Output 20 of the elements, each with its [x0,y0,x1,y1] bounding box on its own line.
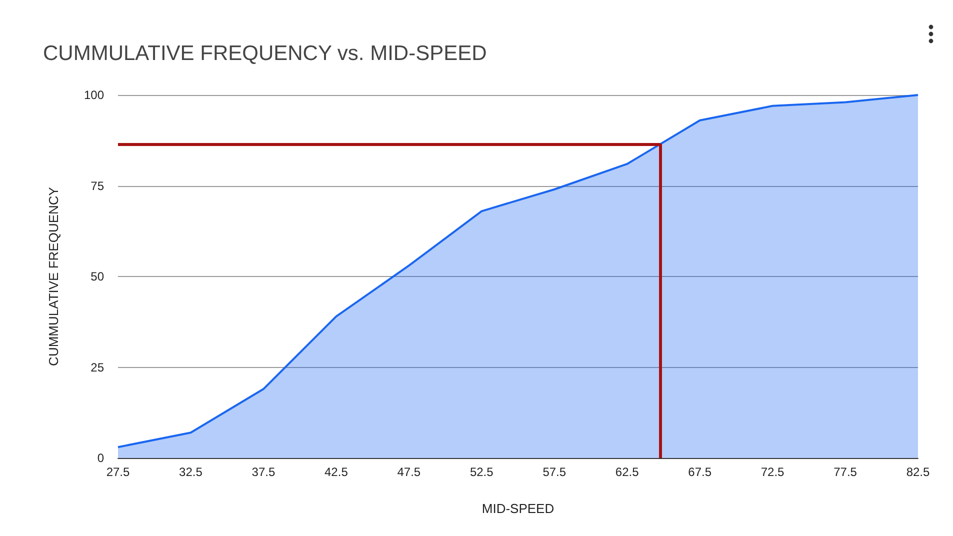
chart-title: CUMMULATIVE FREQUENCY vs. MID-SPEED [43,42,487,65]
x-tick-label: 82.5 [906,465,930,479]
x-tick-label: 62.5 [615,465,640,479]
x-tick-label: 67.5 [688,465,712,479]
x-axis-title: MID-SPEED [482,501,554,516]
y-tick-label: 25 [90,360,104,374]
y-tick-label: 50 [90,270,104,284]
x-tick-label: 27.5 [106,465,130,479]
x-tick-label: 57.5 [542,465,566,479]
x-tick-label: 42.5 [324,465,348,479]
x-tick-label: 72.5 [760,465,785,479]
x-tick-label: 77.5 [834,465,858,479]
y-tick-label: 100 [84,88,104,102]
x-tick-label: 47.5 [397,465,421,479]
y-axis-title: CUMMULATIVE FREQUENCY [46,186,61,366]
x-tick-label: 52.5 [470,465,494,479]
x-tick-label: 37.5 [252,465,276,479]
y-tick-label: 0 [97,451,104,465]
x-tick-label: 32.5 [179,465,203,479]
y-tick-label: 75 [90,178,104,193]
